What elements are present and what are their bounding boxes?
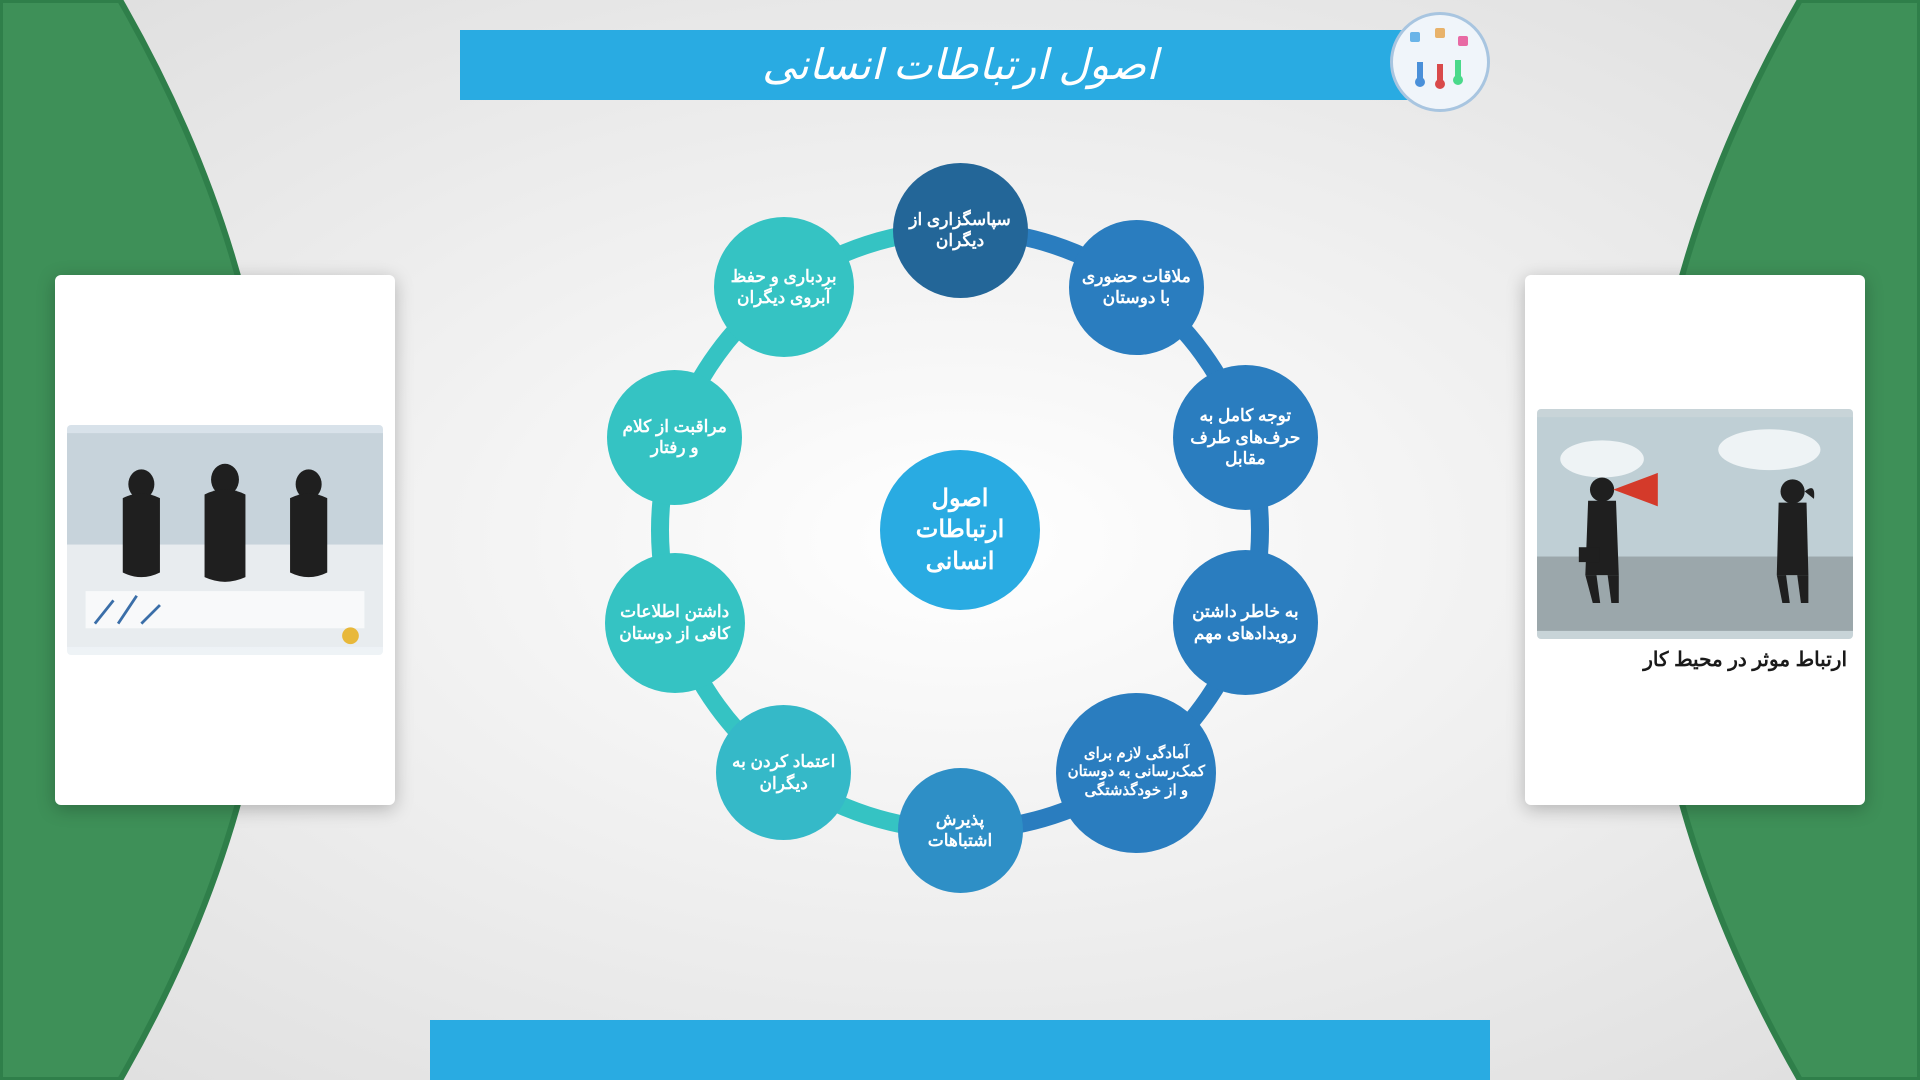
ring-node: پذیرش اشتباهات xyxy=(898,768,1023,893)
ring-node: سپاسگزاری از دیگران xyxy=(893,163,1028,298)
right-card-image xyxy=(1537,409,1853,639)
ring-node: به خاطر داشتن رویدادهای مهم xyxy=(1173,550,1318,695)
ring-node-label: مراقبت از کلام و رفتار xyxy=(617,416,732,459)
right-card-caption: ارتباط موثر در محیط کار xyxy=(1537,639,1853,672)
center-node: اصولارتباطاتانسانی xyxy=(880,450,1040,610)
ring-node: آمادگی لازم برای کمک‌رسانی به دوستان و ا… xyxy=(1056,693,1216,853)
ring-node: اعتماد کردن به دیگران xyxy=(716,705,851,840)
left-image-card xyxy=(55,275,395,805)
ring-node-label: داشتن اطلاعات کافی از دوستان xyxy=(615,601,735,644)
ring-node-label: پذیرش اشتباهات xyxy=(908,809,1013,852)
ring-node: داشتن اطلاعات کافی از دوستان xyxy=(605,553,745,693)
center-label: اصولارتباطاتانسانی xyxy=(916,483,1005,577)
ring-node-label: توجه کامل به حرف‌های طرف مقابل xyxy=(1183,405,1308,469)
ring-diagram: اصولارتباطاتانسانی سپاسگزاری از دیگران مل… xyxy=(560,130,1360,930)
bottom-bar xyxy=(430,1020,1490,1080)
ring-node: بردباری و حفظ آبروی دیگران xyxy=(714,217,854,357)
title-bar: اصول ارتباطات انسانی xyxy=(460,30,1460,100)
title-icon xyxy=(1390,12,1490,112)
ring-node-label: بردباری و حفظ آبروی دیگران xyxy=(724,266,844,309)
ring-node-label: اعتماد کردن به دیگران xyxy=(726,751,841,794)
right-image-card: ارتباط موثر در محیط کار xyxy=(1525,275,1865,805)
ring-node-label: سپاسگزاری از دیگران xyxy=(903,209,1018,252)
ring-node-label: ملاقات حضوری با دوستان xyxy=(1079,266,1194,309)
ring-node: توجه کامل به حرف‌های طرف مقابل xyxy=(1173,365,1318,510)
ring-node-label: به خاطر داشتن رویدادهای مهم xyxy=(1183,601,1308,644)
ring-node: ملاقات حضوری با دوستان xyxy=(1069,220,1204,355)
ring-node: مراقبت از کلام و رفتار xyxy=(607,370,742,505)
left-card-image xyxy=(67,425,383,655)
ring-node-label: آمادگی لازم برای کمک‌رسانی به دوستان و ا… xyxy=(1066,745,1206,801)
page-title: اصول ارتباطات انسانی xyxy=(762,40,1158,90)
